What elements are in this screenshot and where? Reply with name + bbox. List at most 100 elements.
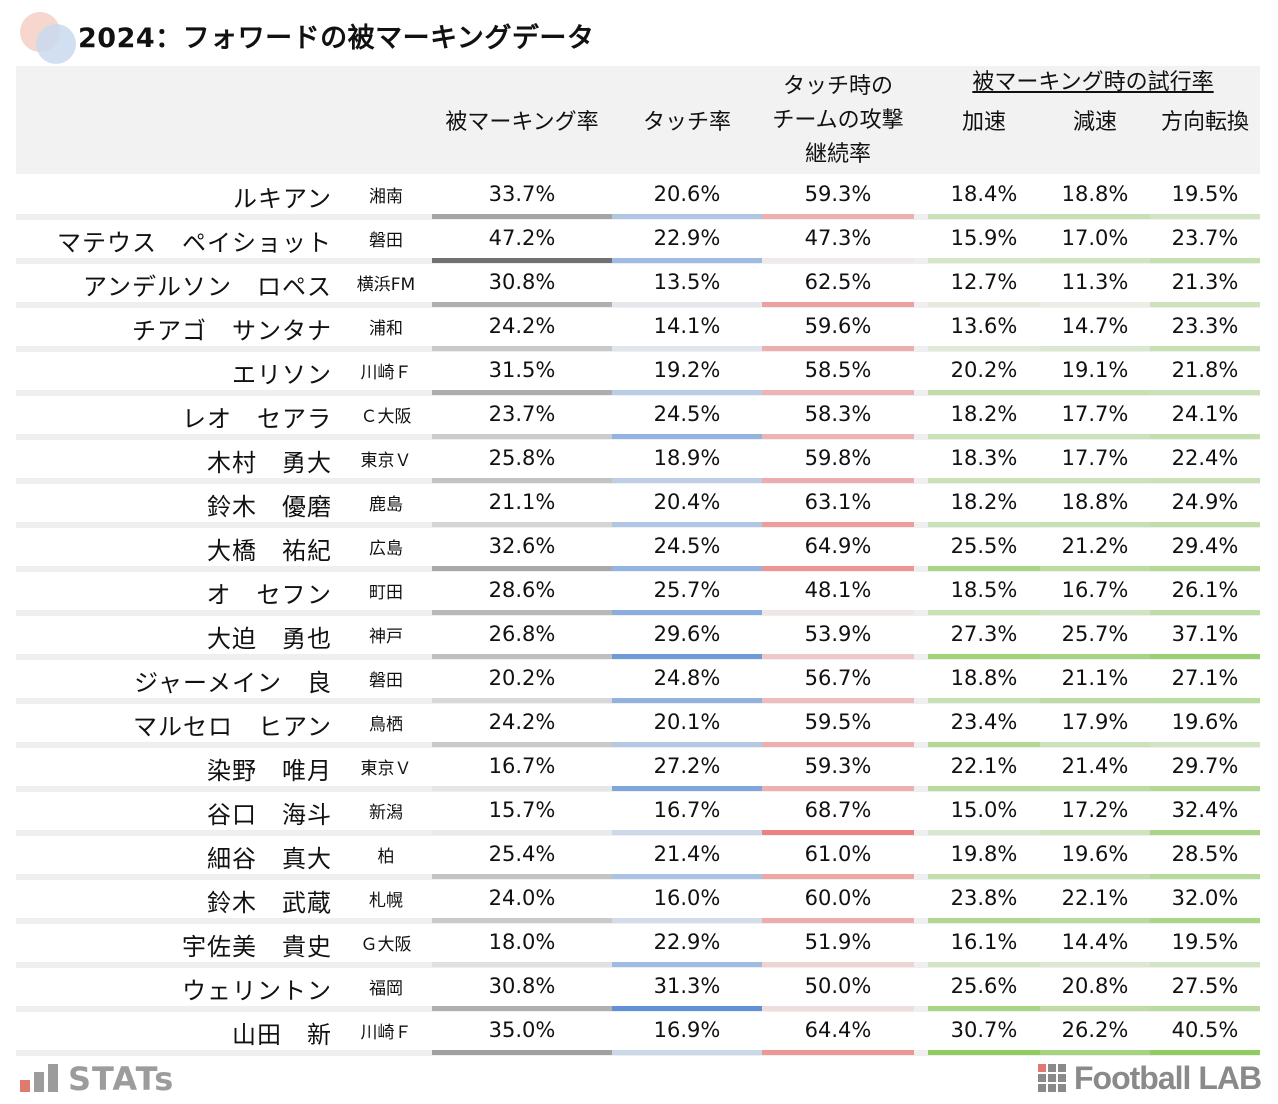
decorative-circles-logo bbox=[20, 12, 76, 64]
team-name: 湘南 bbox=[369, 187, 403, 207]
team-name: 川崎Ｆ bbox=[360, 363, 412, 383]
cell-marking: 31.5% bbox=[488, 358, 556, 382]
bar-touch bbox=[612, 346, 762, 351]
cell-dir: 19.5% bbox=[1171, 182, 1239, 206]
cell-decel: 17.7% bbox=[1061, 402, 1129, 426]
bar-accel bbox=[928, 346, 1040, 351]
cell-decel: 18.8% bbox=[1061, 182, 1129, 206]
table-row: ウェリントン 福岡 30.8% 31.3% 50.0% 25.6% 20.8% 27.5% bbox=[16, 968, 1260, 1012]
cell-touch: 24.5% bbox=[653, 534, 721, 558]
bar-marking bbox=[432, 874, 612, 879]
player-name: 木村 勇大 bbox=[207, 449, 332, 477]
table-row: 細谷 真大 柏 25.4% 21.4% 61.0% 19.8% 19.6% 28.5% bbox=[16, 836, 1260, 880]
cell-accel: 25.6% bbox=[950, 974, 1018, 998]
table-row: エリソン 川崎Ｆ 31.5% 19.2% 58.5% 20.2% 19.1% 21.8% bbox=[16, 352, 1260, 396]
bar-decel bbox=[1040, 830, 1150, 835]
cell-attack: 59.3% bbox=[804, 754, 872, 778]
stats-logo-text: STATs bbox=[68, 1060, 175, 1098]
bar-accel bbox=[928, 1006, 1040, 1011]
table-row: 大橋 祐紀 広島 32.6% 24.5% 64.9% 25.5% 21.2% 29.4% bbox=[16, 528, 1260, 572]
cell-dir: 32.4% bbox=[1171, 798, 1239, 822]
cell-accel: 18.3% bbox=[950, 446, 1018, 470]
cell-attack: 47.3% bbox=[804, 226, 872, 250]
bar-accel bbox=[928, 610, 1040, 615]
table-row: 鈴木 武蔵 札幌 24.0% 16.0% 60.0% 23.8% 22.1% 32.0% bbox=[16, 880, 1260, 924]
bar-touch bbox=[612, 786, 762, 791]
bar-dir bbox=[1150, 302, 1260, 307]
table-header bbox=[16, 66, 1260, 174]
table-row: オ セフン 町田 28.6% 25.7% 48.1% 18.5% 16.7% 26.1% bbox=[16, 572, 1260, 616]
bar-attack bbox=[762, 346, 914, 351]
bar-attack bbox=[762, 214, 914, 219]
cell-touch: 18.9% bbox=[653, 446, 721, 470]
bar-dir bbox=[1150, 610, 1260, 615]
bar-attack bbox=[762, 654, 914, 659]
bar-attack bbox=[762, 610, 914, 615]
bar-marking bbox=[432, 962, 612, 967]
cell-dir: 19.5% bbox=[1171, 930, 1239, 954]
header-attack-continue-line2: チームの攻撃 bbox=[772, 108, 904, 133]
cell-decel: 16.7% bbox=[1061, 578, 1129, 602]
player-name: マテウス ペイショット bbox=[57, 229, 332, 257]
bar-attack bbox=[762, 918, 914, 923]
bar-attack bbox=[762, 830, 914, 835]
cell-dir: 21.3% bbox=[1171, 270, 1239, 294]
cell-decel: 17.7% bbox=[1061, 446, 1129, 470]
bar-attack bbox=[762, 962, 914, 967]
cell-accel: 22.1% bbox=[950, 754, 1018, 778]
cell-decel: 25.7% bbox=[1061, 622, 1129, 646]
cell-marking: 32.6% bbox=[488, 534, 556, 558]
cell-marking: 15.7% bbox=[488, 798, 556, 822]
player-name: チアゴ サンタナ bbox=[132, 317, 332, 345]
header-decel: 減速 bbox=[1072, 110, 1117, 135]
bar-attack bbox=[762, 698, 914, 703]
bar-decel bbox=[1040, 302, 1150, 307]
bar-attack bbox=[762, 434, 914, 439]
cell-attack: 64.4% bbox=[804, 1018, 872, 1042]
bar-marking bbox=[432, 302, 612, 307]
team-name: 広島 bbox=[369, 539, 403, 559]
table-row: マルセロ ヒアン 鳥栖 24.2% 20.1% 59.5% 23.4% 17.9% 19.6% bbox=[16, 704, 1260, 748]
cell-marking: 26.8% bbox=[488, 622, 556, 646]
team-name: 東京Ｖ bbox=[360, 759, 412, 779]
bar-dir bbox=[1150, 830, 1260, 835]
player-name: 染野 唯月 bbox=[207, 757, 332, 785]
cell-attack: 63.1% bbox=[804, 490, 872, 514]
cell-accel: 27.3% bbox=[950, 622, 1018, 646]
table-row: 谷口 海斗 新潟 15.7% 16.7% 68.7% 15.0% 17.2% 32.4% bbox=[16, 792, 1260, 836]
bar-marking bbox=[432, 346, 612, 351]
bar-marking bbox=[432, 654, 612, 659]
table-row: ジャーメイン 良 磐田 20.2% 24.8% 56.7% 18.8% 21.1% 27.1% bbox=[16, 660, 1260, 704]
table-row: 大迫 勇也 神戸 26.8% 29.6% 53.9% 27.3% 25.7% 37.1% bbox=[16, 616, 1260, 660]
bar-touch bbox=[612, 390, 762, 395]
cell-marking: 28.6% bbox=[488, 578, 556, 602]
cell-accel: 30.7% bbox=[950, 1018, 1018, 1042]
bar-decel bbox=[1040, 962, 1150, 967]
bar-dir bbox=[1150, 918, 1260, 923]
team-name: 東京Ｖ bbox=[360, 451, 412, 471]
bar-touch bbox=[612, 214, 762, 219]
bar-accel bbox=[928, 786, 1040, 791]
cell-accel: 18.4% bbox=[950, 182, 1018, 206]
header-touch-rate: タッチ率 bbox=[642, 110, 731, 135]
bar-decel bbox=[1040, 258, 1150, 263]
cell-touch: 22.9% bbox=[653, 226, 721, 250]
cell-touch: 20.1% bbox=[653, 710, 721, 734]
bar-marking bbox=[432, 390, 612, 395]
bar-accel bbox=[928, 522, 1040, 527]
bar-dir bbox=[1150, 654, 1260, 659]
player-name: 谷口 海斗 bbox=[207, 801, 332, 829]
cell-decel: 14.7% bbox=[1061, 314, 1129, 338]
bar-marking bbox=[432, 786, 612, 791]
player-name: マルセロ ヒアン bbox=[132, 713, 332, 741]
cell-attack: 56.7% bbox=[804, 666, 872, 690]
bar-touch bbox=[612, 566, 762, 571]
cell-accel: 15.0% bbox=[950, 798, 1018, 822]
player-name: 宇佐美 貴史 bbox=[182, 933, 332, 961]
cell-decel: 19.1% bbox=[1061, 358, 1129, 382]
bar-accel bbox=[928, 654, 1040, 659]
bar-decel bbox=[1040, 566, 1150, 571]
cell-attack: 59.6% bbox=[804, 314, 872, 338]
cell-touch: 13.5% bbox=[653, 270, 721, 294]
cell-accel: 19.8% bbox=[950, 842, 1018, 866]
